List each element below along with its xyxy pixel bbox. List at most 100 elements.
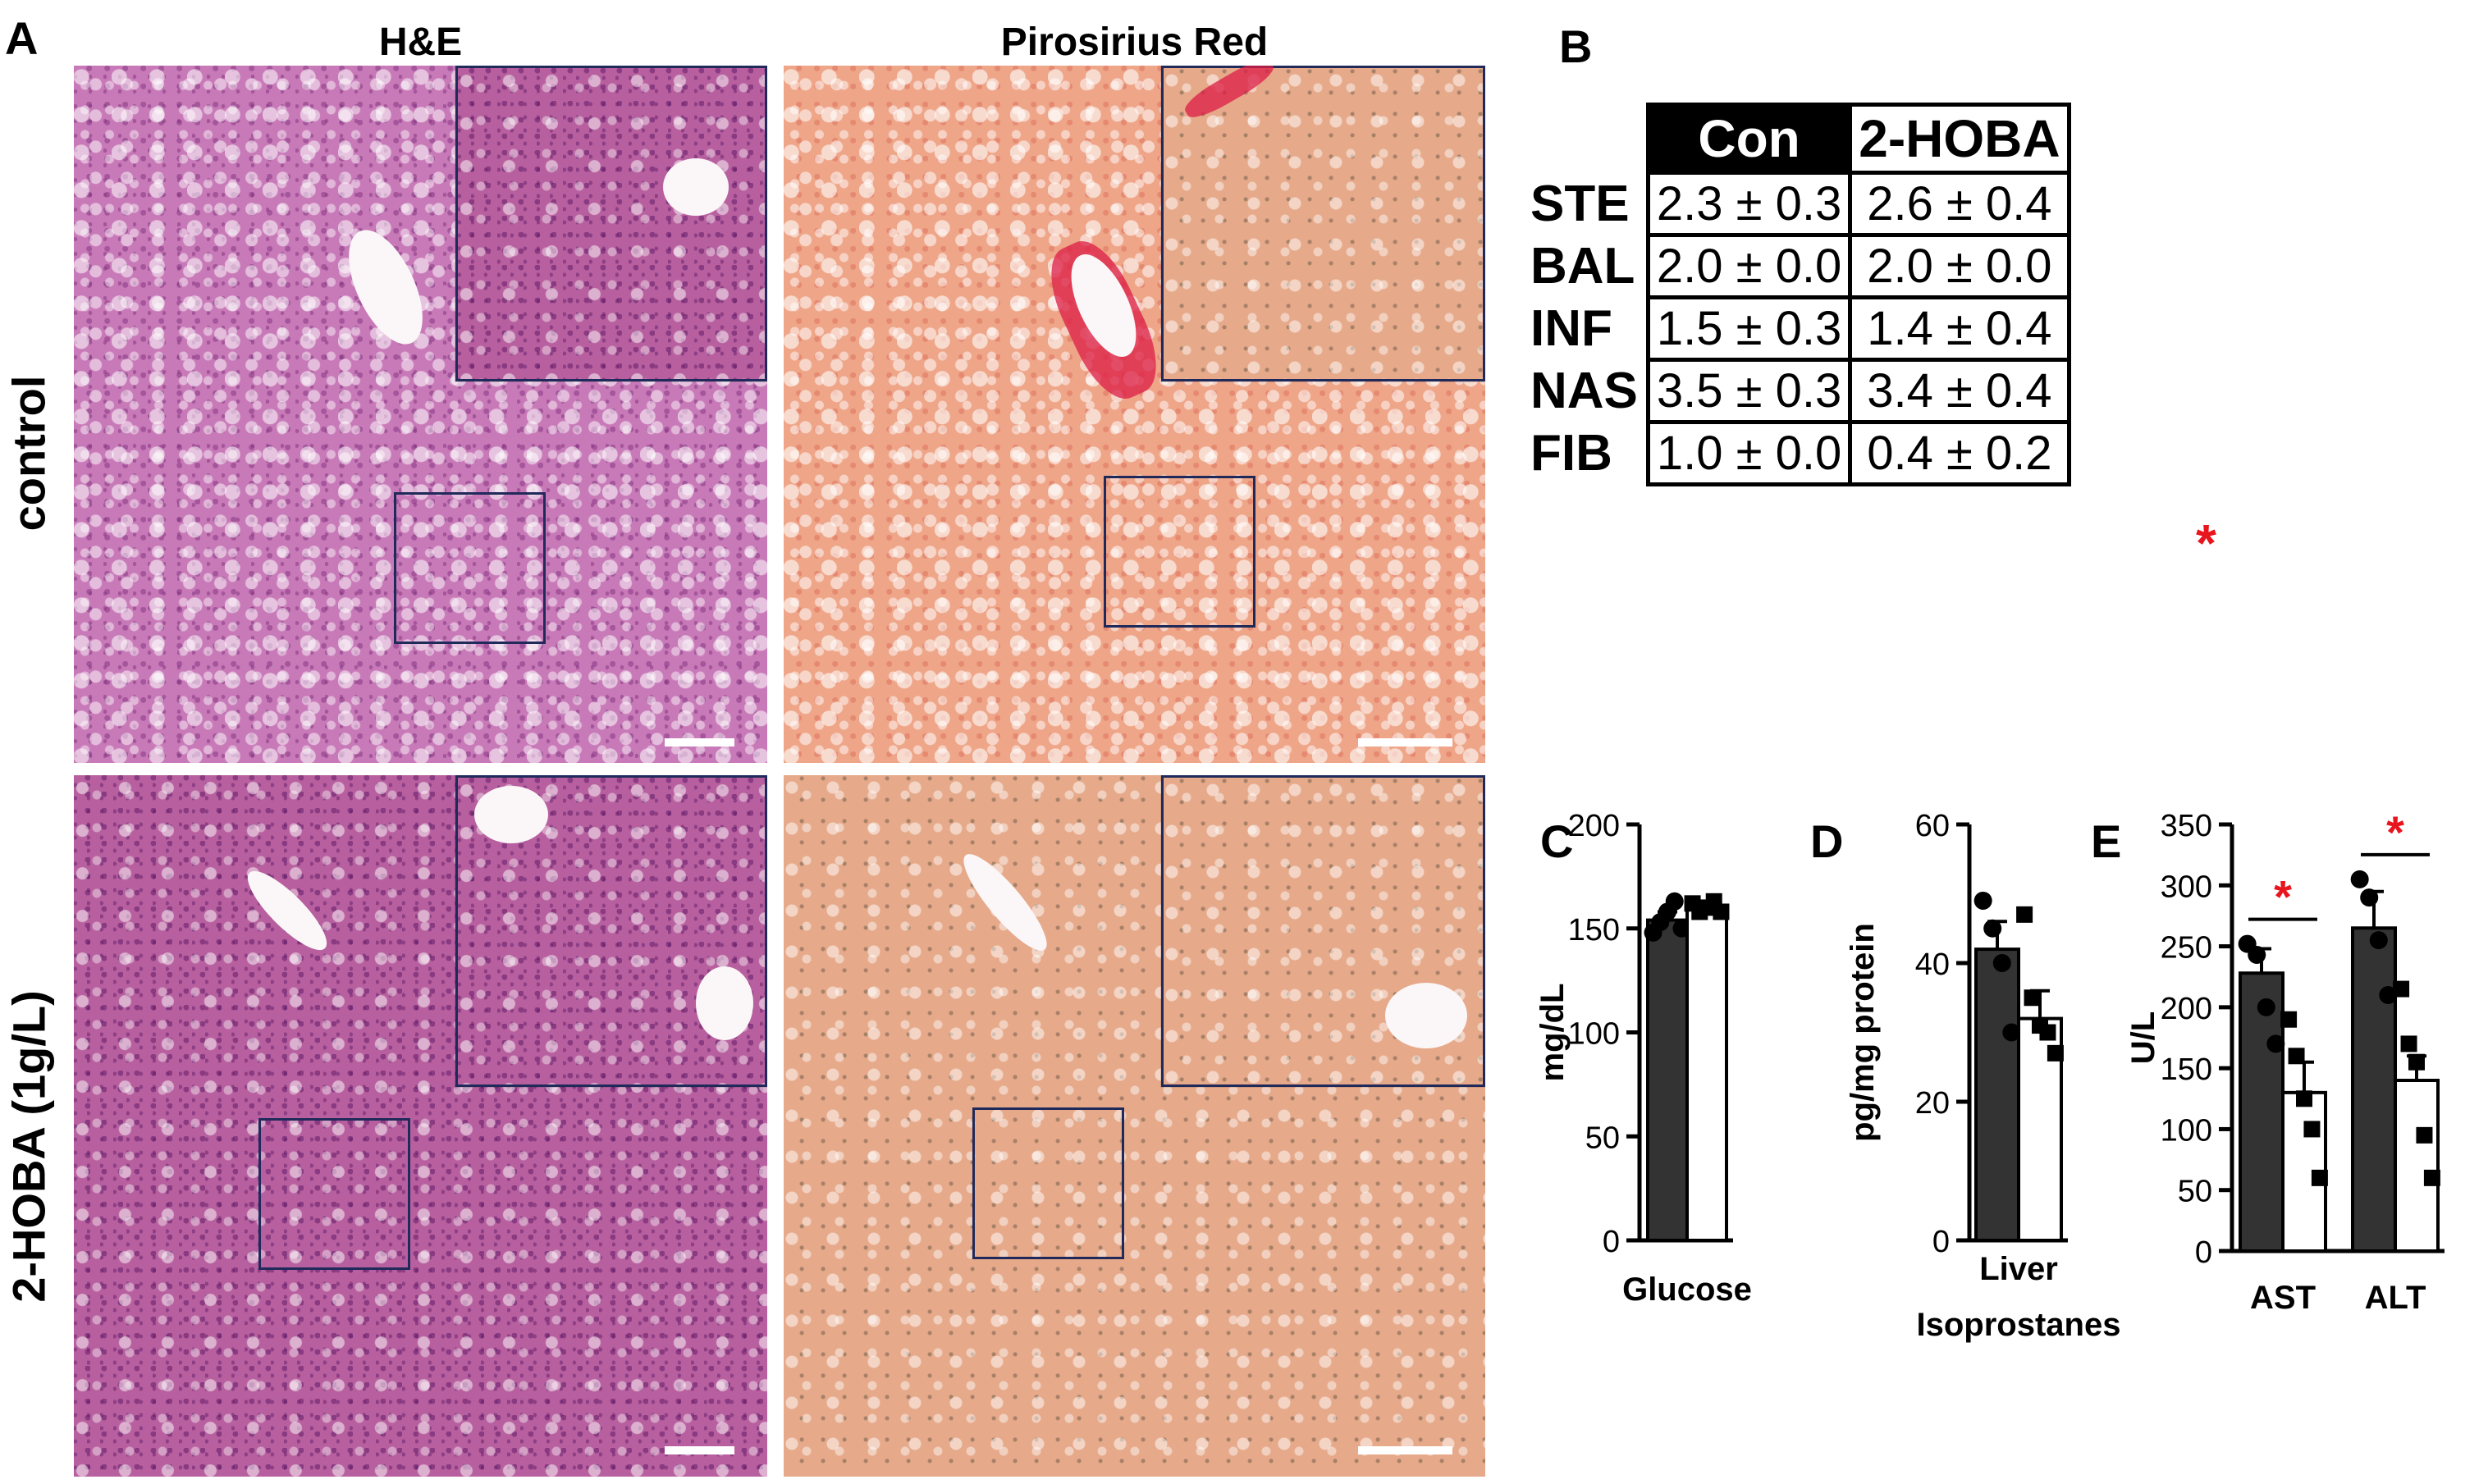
y-tick-label: 0 [1603,1225,1620,1259]
y-tick-label: 50 [2178,1175,2212,1209]
y-tick-label: 100 [2161,1113,2212,1148]
bar [2239,971,2284,1253]
data-point [2296,1090,2312,1107]
cell-con: 1.5 ± 0.3 [1645,295,1853,362]
bar [2394,1079,2440,1253]
bar [1974,947,2020,1242]
inset-magnified-he-control [455,66,767,381]
bar [1646,918,1689,1242]
table-row: STE 2.3 ± 0.3 2.6 ± 0.4 [1530,171,2071,237]
table-row: INF 1.5 ± 0.3 1.4 ± 0.4 [1530,295,2071,362]
x-axis-label: Isoprostanes [1917,1307,2121,1343]
cell-con: 3.5 ± 0.3 [1645,358,1853,424]
data-point [2379,986,2398,1004]
data-point [2350,870,2369,888]
data-point [2280,1011,2298,1028]
inset-magnified-pirosirius-2-hoba [1161,775,1485,1087]
panel-letter-b: B [1559,21,1593,72]
y-tick-label: 40 [1915,947,1950,982]
table-row: FIB 1.0 ± 0.0 0.4 ± 0.2 [1530,420,2071,486]
data-point [1713,903,1730,920]
data-point [1665,892,1684,911]
data-point [2360,888,2379,907]
data-point [2416,1126,2433,1144]
data-point [2408,1053,2425,1071]
data-point [2257,998,2275,1016]
scale-bar [665,1446,734,1454]
vessel-lumen [1385,983,1467,1048]
vessel-lumen [696,966,753,1040]
vessel-lumen [474,786,548,843]
micrograph-he-control [74,66,767,763]
cell-2-hoba: 2.6 ± 0.4 [1848,171,2071,237]
scale-bar [1358,738,1452,747]
data-point [2024,989,2041,1007]
cell-con: 2.0 ± 0.0 [1645,233,1853,299]
x-axis-label: Liver [1979,1251,2058,1287]
x-axis-label: Glucose [1622,1272,1752,1308]
y-tick-label: 100 [1568,1017,1620,1052]
column-header-pirosirius: Pirosirius Red [1000,21,1269,64]
y-tick-label: 300 [2161,870,2212,904]
data-point [2393,980,2410,998]
y-axis-label: U/L [2125,1011,2161,1064]
y-tick-label: 50 [1585,1121,1620,1155]
cell-2-hoba: 1.4 ± 0.4 [1848,295,2071,362]
inset-region-he-control [394,492,546,644]
x-category-label: AST [2250,1280,2316,1316]
data-point [2039,1024,2056,1041]
data-point [2303,1121,2321,1138]
y-tick-label: 150 [2161,1052,2212,1087]
y-tick-label: 250 [2161,931,2212,966]
data-point [2400,1035,2417,1052]
y-axis-label: mg/dL [1534,984,1571,1082]
inset-magnified-he-2-hoba [455,775,767,1087]
cell-con: 1.0 ± 0.0 [1645,420,1853,486]
bar [1685,906,1728,1243]
y-tick-label: 0 [2195,1235,2212,1270]
micrograph-pirosirius-2-hoba [784,775,1485,1477]
vessel-lumen [663,158,729,216]
panel-letter-d: D [1810,815,1843,867]
inset-region-he-2-hoba [258,1118,410,1270]
column-header-con: Con [1645,103,1853,175]
scale-bar [665,738,734,747]
panel-letter-c: C [1540,815,1573,867]
data-point [2248,945,2266,964]
y-tick-label: 20 [1915,1086,1950,1121]
data-point [1973,891,1992,910]
cell-2-hoba: 2.0 ± 0.0 [1848,233,2071,299]
data-point [2311,1169,2328,1186]
column-header-2-hoba: 2-HOBA [1848,103,2071,175]
inset-region-pirosirius-2-hoba [972,1107,1124,1259]
data-point [2047,1044,2064,1062]
bar [2017,1016,2063,1242]
y-tick-label: 60 [1915,809,1950,843]
cell-con: 2.3 ± 0.3 [1645,171,1853,237]
bar [2351,926,2397,1253]
table-row: NAS 3.5 ± 0.3 3.4 ± 0.4 [1530,358,2071,424]
panel-letter-a: A [5,12,39,64]
histology-score-table: Con 2-HOBA STE 2.3 ± 0.3 2.6 ± 0.4 BAL 2.0 ±… [1530,103,2071,486]
scale-bar [1358,1446,1452,1454]
x-category-label: ALT [2365,1280,2426,1316]
data-point [2016,906,2033,923]
y-tick-label: 350 [2161,809,2212,843]
inset-magnified-pirosirius-control [1161,66,1485,381]
row-label: STE [1530,176,1630,232]
row-label: NAS [1530,363,1638,419]
y-axis-label: pg/mg protein [1845,923,1881,1142]
row-label: INF [1530,300,1612,357]
data-point [2423,1169,2440,1186]
column-header-he: H&E [378,21,463,64]
y-tick-label: 150 [1568,913,1620,947]
row-label: FIB [1530,425,1612,482]
significance-asterisk: * [2274,871,2292,923]
significance-asterisk-fib: * [2196,514,2216,573]
data-point [1983,919,2002,938]
data-point [2002,1023,2021,1042]
cell-2-hoba: 0.4 ± 0.2 [1848,420,2071,486]
significance-asterisk: * [2386,806,2404,858]
micrograph-pirosirius-control [784,66,1485,763]
